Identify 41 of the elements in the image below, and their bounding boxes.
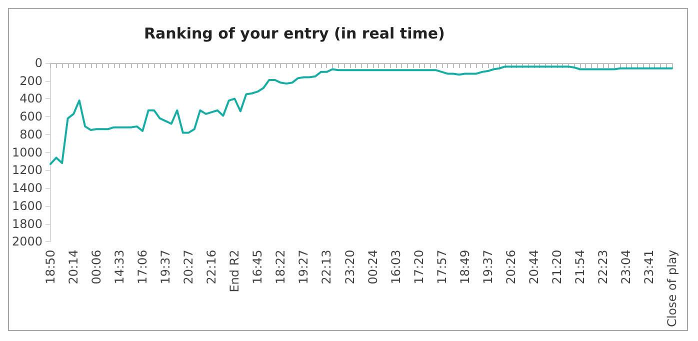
x-tick-label: 19:27 xyxy=(296,250,311,284)
y-tick-label: 200 xyxy=(20,74,43,88)
x-tick-label: 19:37 xyxy=(480,250,495,284)
x-tick-label: 20:14 xyxy=(66,250,81,284)
x-tick-label: 17:57 xyxy=(434,250,449,284)
x-tick-label: 22:23 xyxy=(596,250,610,284)
x-tick-label: 22:13 xyxy=(320,250,334,284)
x-tick-label: 16:45 xyxy=(250,250,265,284)
x-tick-label: 16:03 xyxy=(388,250,403,284)
x-tick-label: 22:16 xyxy=(204,250,219,284)
x-tick-label: 00:24 xyxy=(366,250,380,284)
y-tick-label: 800 xyxy=(20,127,43,142)
y-tick-label: 1000 xyxy=(12,145,43,160)
y-tick-label: 1200 xyxy=(12,163,43,178)
x-tick-label: 18:50 xyxy=(44,250,58,284)
y-tick-label: 1800 xyxy=(12,216,43,231)
y-tick-label: 600 xyxy=(20,110,43,124)
x-tick-label: 00:06 xyxy=(90,250,104,284)
x-tick-label: 23:20 xyxy=(342,250,357,284)
x-tick-label: 23:04 xyxy=(618,250,633,284)
x-tick-label: 17:06 xyxy=(136,250,150,284)
y-tick-label: 1400 xyxy=(12,181,43,196)
x-tick-label: End R2 xyxy=(228,250,242,292)
x-tick-label: 21:54 xyxy=(572,250,587,284)
x-tick-label: 18:22 xyxy=(274,250,288,284)
x-tick-label: 20:44 xyxy=(526,250,541,284)
x-tick-label: 21:20 xyxy=(550,250,564,284)
x-tick-label: 23:41 xyxy=(642,250,656,284)
x-tick-label: 20:26 xyxy=(504,250,518,284)
x-tick-label: 19:37 xyxy=(158,250,173,284)
x-tick-label: Close of play xyxy=(665,250,679,328)
y-tick-label: 1600 xyxy=(12,198,43,213)
y-tick-label: 400 xyxy=(20,92,43,106)
x-tick-label: 14:33 xyxy=(112,250,127,284)
x-tick-label: 18:49 xyxy=(458,250,472,284)
line-series xyxy=(50,66,673,165)
x-tick-label: 17:20 xyxy=(412,250,426,284)
chart-title: Ranking of your entry (in real time) xyxy=(144,24,445,42)
x-tick-label: 20:27 xyxy=(182,250,196,284)
y-tick-label: 2000 xyxy=(12,234,43,249)
y-tick-label: 0 xyxy=(34,56,43,70)
